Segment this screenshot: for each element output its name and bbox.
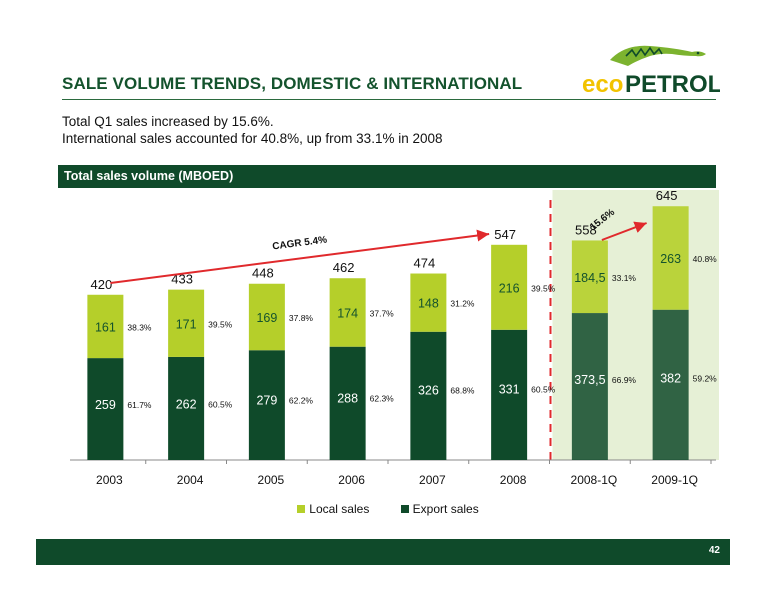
total-label: 474 <box>414 256 436 271</box>
pct-label-export: 62.2% <box>289 396 314 406</box>
data-label-export: 288 <box>337 392 358 406</box>
bar-local <box>491 244 528 330</box>
bar-export <box>571 313 608 460</box>
svg-text:eco: eco <box>582 71 623 98</box>
bar-export <box>652 309 689 460</box>
pct-label-local: 40.8% <box>693 254 718 264</box>
data-label-export: 326 <box>418 383 439 397</box>
cagr-arrow <box>110 229 490 284</box>
page-title: SALE VOLUME TRENDS, DOMESTIC & INTERNATI… <box>62 74 523 93</box>
pct-label-export: 66.9% <box>612 375 637 385</box>
bar-local <box>410 273 447 332</box>
ecopetrol-logo: eco PETROL <box>580 38 722 98</box>
data-label-local: 184,5 <box>574 271 605 285</box>
data-label-local: 174 <box>337 306 358 320</box>
pct-label-local: 38.3% <box>127 322 152 332</box>
data-label-local: 169 <box>256 311 277 325</box>
total-label: 645 <box>656 188 678 203</box>
data-label-local: 263 <box>660 252 681 266</box>
pct-label-export: 61.7% <box>127 400 152 410</box>
total-label: 448 <box>252 266 274 281</box>
x-tick-label: 2005 <box>258 473 285 487</box>
svg-text:PETROL: PETROL <box>625 71 720 98</box>
data-label-export: 373,5 <box>574 373 605 387</box>
data-label-local: 161 <box>95 320 116 334</box>
legend-swatch-local <box>297 505 306 513</box>
legend-item-export: Export sales <box>400 502 479 516</box>
bar-local <box>87 294 124 359</box>
data-label-export: 331 <box>499 382 520 396</box>
data-label-local: 216 <box>499 281 520 295</box>
pct-label-export: 60.5% <box>531 384 556 394</box>
pct-label-local: 37.7% <box>370 308 395 318</box>
data-label-export: 259 <box>95 398 116 412</box>
bar-export <box>410 331 447 460</box>
cagr-annotation: CAGR 5.4% <box>272 235 328 253</box>
pct-label-local: 31.2% <box>450 299 475 309</box>
page-number: 42 <box>708 545 720 556</box>
bar-export <box>168 356 205 460</box>
pct-label-local: 33.1% <box>612 273 637 283</box>
x-tick-label: 2003 <box>96 473 123 487</box>
pct-label-local: 39.5% <box>531 283 556 293</box>
data-label-export: 279 <box>256 394 277 408</box>
bar-local <box>329 278 366 347</box>
x-tick-label: 2008-1Q <box>571 473 618 487</box>
chart-legend: Local sales Export sales <box>0 502 776 516</box>
total-label: 558 <box>575 222 597 237</box>
iguana-logo-icon: eco PETROL <box>582 45 722 98</box>
x-tick-label: 2009-1Q <box>651 473 698 487</box>
growth-arrow <box>601 221 647 241</box>
x-tick-label: 2008 <box>500 473 527 487</box>
x-tick-label: 2006 <box>338 473 365 487</box>
bar-export <box>248 350 285 460</box>
data-label-export: 262 <box>176 397 197 411</box>
pct-label-export: 60.5% <box>208 399 233 409</box>
subtitle-line-1: Total Q1 sales increased by 15.6%. <box>62 114 274 129</box>
bar-local <box>652 206 689 310</box>
data-label-local: 171 <box>176 317 197 331</box>
total-label: 420 <box>91 277 113 292</box>
total-label: 547 <box>494 227 516 242</box>
data-label-export: 382 <box>660 371 681 385</box>
bar-export <box>87 358 124 460</box>
bar-export <box>491 329 528 460</box>
pct-label-export: 62.3% <box>370 394 395 404</box>
x-tick-label: 2007 <box>419 473 446 487</box>
pct-label-export: 59.2% <box>693 373 718 383</box>
legend-label-export: Export sales <box>412 502 479 516</box>
pct-label-local: 39.5% <box>208 319 233 329</box>
pct-label-local: 37.8% <box>289 313 314 323</box>
title-divider <box>62 99 716 100</box>
data-label-local: 148 <box>418 297 439 311</box>
legend-item-local: Local sales <box>297 502 369 516</box>
bar-export <box>329 346 366 460</box>
pct-label-export: 68.8% <box>450 385 475 395</box>
total-label: 462 <box>333 260 355 275</box>
chart-header-bar: Total sales volume (MBOED) <box>58 165 716 188</box>
bar-local <box>248 283 285 351</box>
bar-local <box>571 240 608 314</box>
footer-bar: 42 <box>36 539 730 565</box>
bar-local <box>168 289 205 357</box>
x-tick-label: 2004 <box>177 473 204 487</box>
subtitle-line-2: International sales accounted for 40.8%,… <box>62 131 443 146</box>
legend-label-local: Local sales <box>309 502 370 516</box>
legend-swatch-export <box>400 505 409 513</box>
